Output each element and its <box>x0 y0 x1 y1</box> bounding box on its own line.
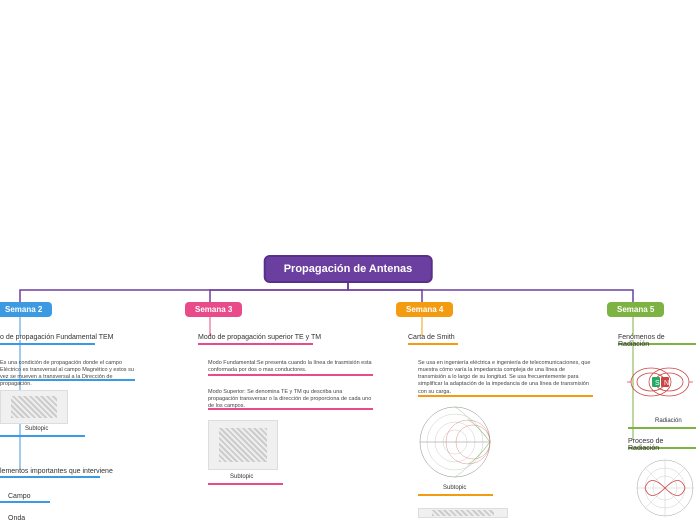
smith-chart-image <box>418 405 493 480</box>
w3-sub1: Subtopic <box>230 474 253 480</box>
w3-bar-desc1 <box>208 374 373 376</box>
w3-image-1 <box>208 420 278 470</box>
w2-sub2a: Campo <box>8 493 31 500</box>
w5-sub1: Radiación <box>655 418 682 424</box>
w2-bar-1 <box>0 343 95 345</box>
w4-sub1: Subtopic <box>443 485 466 491</box>
w2-bar-2 <box>0 476 100 478</box>
w2-topic-1: o de propagación Fundamental TEM <box>0 334 114 341</box>
radiation-pattern-image <box>635 458 696 518</box>
w5-sub2: Proceso de Radiación <box>628 438 696 452</box>
week-5-node[interactable]: Semana 5 <box>607 302 664 317</box>
w4-bar-1 <box>408 343 458 345</box>
root-node[interactable]: Propagación de Antenas <box>264 255 433 283</box>
week-3-label: Semana 3 <box>195 305 232 314</box>
week-4-label: Semana 4 <box>406 305 443 314</box>
svg-text:N: N <box>664 380 669 387</box>
w2-topic-2: lementos importantes que interviene <box>0 468 113 475</box>
week-5-label: Semana 5 <box>617 305 654 314</box>
w2-image-1 <box>0 390 68 424</box>
w4-topic-1: Carta de Smith <box>408 334 455 341</box>
w2-bar-sub2a <box>0 501 50 503</box>
week-2-node[interactable]: Semana 2 <box>0 302 52 317</box>
w2-sub1: Subtopic <box>25 426 48 432</box>
w3-desc-2: Modo Superior: Se denomina TE y TM qu de… <box>208 389 373 410</box>
week-3-node[interactable]: Semana 3 <box>185 302 242 317</box>
w3-topic-1: Modo de propagación superior TE y TM <box>198 334 321 341</box>
w4-image-2 <box>418 508 508 518</box>
w5-bar-sub1 <box>628 427 696 429</box>
w5-topic-1: Fenómenos de Radiación <box>618 334 696 348</box>
root-title: Propagación de Antenas <box>284 263 413 275</box>
w2-bar-sub1 <box>0 435 85 437</box>
w2-desc-1: Es una condición de propagación donde el… <box>0 360 140 389</box>
w3-bar-sub1 <box>208 483 283 485</box>
week-4-node[interactable]: Semana 4 <box>396 302 453 317</box>
w3-desc-1: Modo Fundamental:Se presenta cuando la l… <box>208 360 373 374</box>
svg-text:S: S <box>655 380 660 387</box>
w2-sub2b: Onda <box>8 515 25 522</box>
w4-desc-1: Se usa en ingeniería eléctrica e ingenie… <box>418 360 593 396</box>
w4-bar-sub1 <box>418 494 493 496</box>
dipole-field-image: S N <box>625 355 695 410</box>
week-2-label: Semana 2 <box>5 305 42 314</box>
w3-bar-1 <box>198 343 313 345</box>
